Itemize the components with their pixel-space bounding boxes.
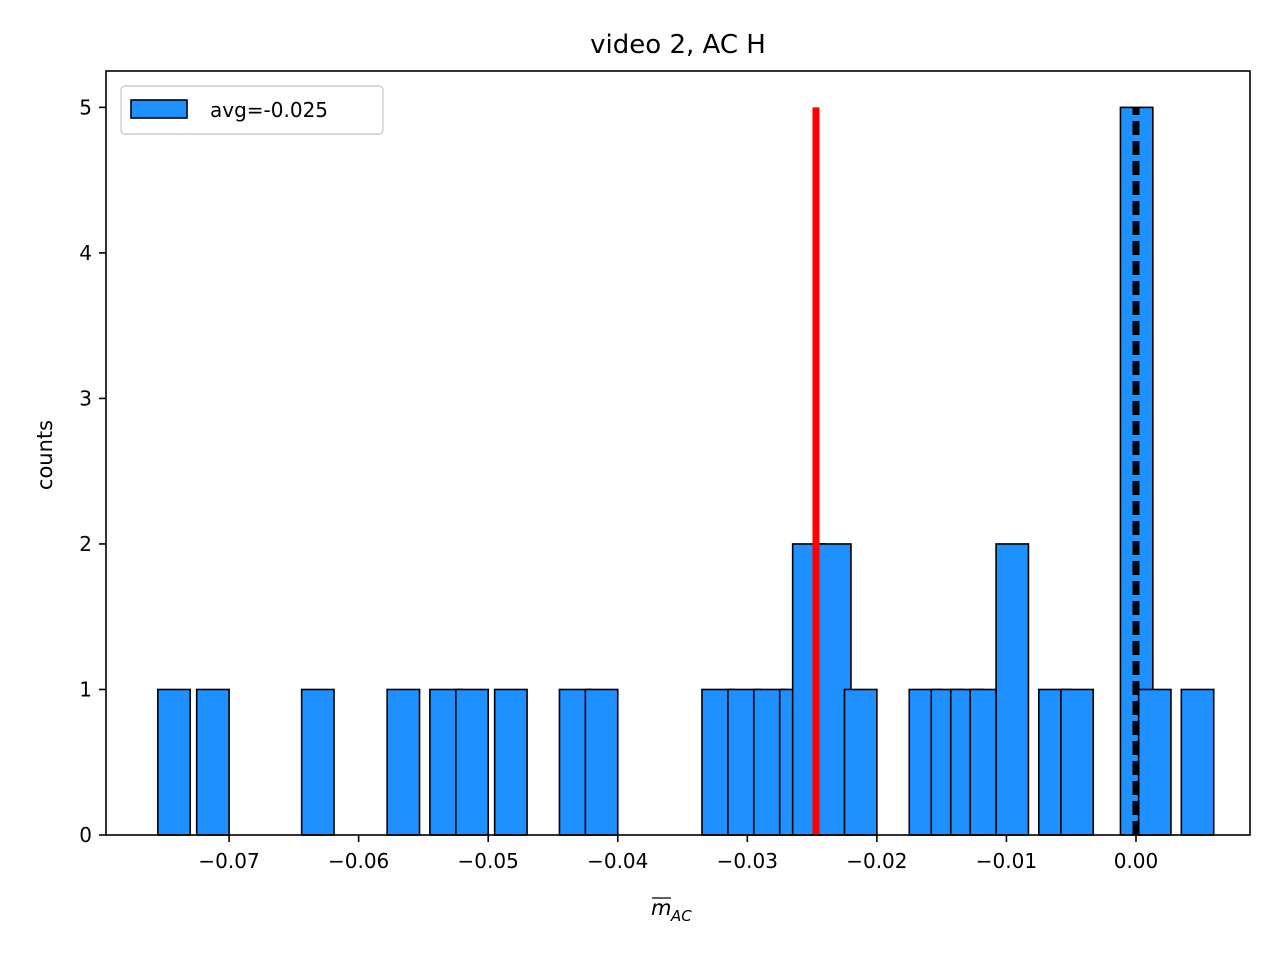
legend-label: avg=-0.025	[210, 98, 328, 122]
chart-title: video 2, AC H	[590, 30, 766, 60]
histogram-bar-1	[195, 688, 230, 836]
x-tick-label-5: −0.02	[846, 849, 907, 873]
y-tick-label-1: 1	[79, 677, 92, 701]
x-axis-label-base: m	[651, 896, 671, 920]
x-axis-ticks: −0.07 −0.06 −0.05 −0.04 −0.03 −0.02 −0.01 0.00	[198, 835, 1158, 873]
histogram-bar-6	[493, 688, 528, 836]
histogram-bar-5	[455, 688, 489, 836]
x-tick-label-3: −0.04	[587, 849, 648, 873]
x-tick-label-1: −0.06	[328, 849, 389, 873]
x-axis-label: m AC	[651, 896, 692, 925]
histogram-bar-0	[157, 688, 192, 836]
y-tick-label-3: 3	[79, 386, 92, 410]
x-tick-label-2: −0.05	[458, 849, 519, 873]
y-tick-label-4: 4	[79, 241, 92, 265]
histogram-bar-25	[1180, 688, 1215, 836]
y-axis-label: counts	[33, 420, 57, 490]
y-tick-label-0: 0	[79, 823, 92, 847]
y-tick-label-5: 5	[79, 95, 92, 119]
histogram-bar-15	[843, 688, 878, 836]
y-tick-label-2: 2	[79, 532, 92, 556]
histogram-bar-20	[995, 543, 1030, 836]
x-axis-label-subscript: AC	[670, 907, 692, 925]
axes-frame	[105, 70, 1251, 836]
plot-area	[157, 106, 1215, 836]
legend-swatch	[130, 99, 188, 119]
histogram-bar-24	[1137, 688, 1172, 836]
y-axis-ticks: 0 1 2 3 4 5	[79, 95, 106, 847]
histogram-bar-22	[1060, 688, 1095, 836]
x-tick-label-7: 0.00	[1114, 849, 1159, 873]
x-tick-label-0: −0.07	[198, 849, 259, 873]
x-tick-label-4: −0.03	[717, 849, 778, 873]
histogram-bar-8	[584, 688, 619, 836]
histogram-bar-2	[300, 688, 335, 836]
histogram-bar-3	[386, 688, 421, 836]
legend-box	[120, 85, 384, 135]
legend: avg=-0.025	[120, 85, 384, 135]
x-tick-label-6: −0.01	[976, 849, 1037, 873]
